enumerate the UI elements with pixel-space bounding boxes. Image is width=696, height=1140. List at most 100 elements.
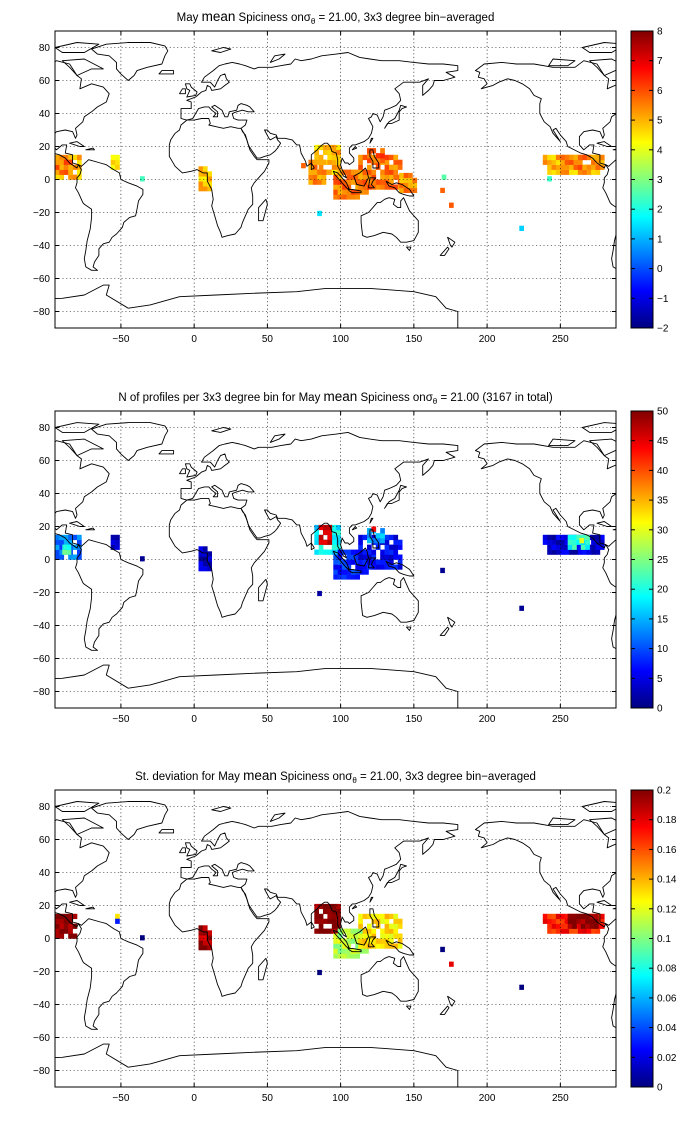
bin-cell <box>551 913 557 920</box>
bin-cell <box>323 539 328 545</box>
bin-cell <box>580 923 586 929</box>
bin-cell <box>551 534 557 541</box>
bin-cell <box>380 179 385 185</box>
bin-cell <box>110 159 116 165</box>
bin-cell <box>389 534 394 541</box>
bin-cell <box>198 176 204 182</box>
x-tick-label: 250 <box>552 714 569 725</box>
landmass-cuba-east <box>596 141 613 147</box>
bin-cell <box>72 534 78 541</box>
bin-cell <box>346 574 352 580</box>
bin-cell <box>403 187 409 193</box>
bin-cell <box>350 554 356 560</box>
bin-cell <box>449 202 454 208</box>
landmass-java <box>347 188 362 194</box>
bin-cell <box>346 549 352 555</box>
bin-cell <box>380 533 385 539</box>
x-tick-label: 0 <box>191 714 197 725</box>
bin-cell <box>327 913 333 920</box>
bin-cell <box>380 913 385 920</box>
bin-cell <box>59 913 65 920</box>
bin-cell <box>202 925 208 931</box>
bin-cell <box>371 179 377 185</box>
bin-cell <box>551 544 557 550</box>
bin-cell <box>62 544 67 550</box>
bin-cell <box>346 189 352 195</box>
bin-cell <box>555 913 561 920</box>
y-tick-label: 20 <box>39 522 51 533</box>
bin-cell <box>393 184 399 190</box>
bin-cell <box>380 148 385 154</box>
bin-cell <box>371 158 377 164</box>
bin-cell <box>542 534 548 541</box>
bin-cell <box>384 928 390 934</box>
bin-cell <box>312 169 318 175</box>
bin-cell <box>573 159 579 165</box>
bin-cell <box>321 179 327 185</box>
bin-cell <box>342 928 347 934</box>
bin-cell <box>72 154 78 161</box>
bin-cell <box>367 923 372 929</box>
bin-cell <box>595 544 601 550</box>
bin-cell <box>308 159 314 165</box>
bin-cell <box>367 148 372 154</box>
bin-cell <box>397 938 403 944</box>
y-tick-label: 40 <box>39 868 51 879</box>
landmass-south-america-east <box>602 539 616 650</box>
bin-cell <box>362 179 368 185</box>
bin-cell <box>380 554 385 560</box>
y-tick-label: −80 <box>33 1066 50 1077</box>
bin-cell <box>375 544 381 550</box>
bin-cell <box>599 159 605 165</box>
x-tick-label: −50 <box>112 334 129 345</box>
bin-cell <box>367 164 372 170</box>
bin-cell <box>327 534 333 541</box>
bin-cell <box>560 923 565 929</box>
bin-cell <box>355 948 360 954</box>
bin-cell <box>314 154 319 161</box>
bin-cell <box>318 164 324 170</box>
bin-cell <box>323 144 328 151</box>
bin-cell <box>384 174 390 180</box>
bin-cell <box>595 549 601 555</box>
bin-cell <box>573 169 579 175</box>
bin-cell <box>375 564 381 570</box>
bin-cell <box>577 544 583 550</box>
bin-cell <box>542 913 548 920</box>
bin-cell <box>449 961 454 967</box>
bin-cell <box>393 174 399 180</box>
bin-cell <box>358 154 363 161</box>
y-tick-label: 60 <box>39 835 51 846</box>
y-tick-label: −60 <box>33 274 50 285</box>
x-tick-label: 100 <box>332 714 349 725</box>
bin-cell <box>384 184 390 190</box>
bin-cell <box>358 938 363 944</box>
bin-cell <box>318 918 324 924</box>
landmass-eurasia <box>180 431 459 559</box>
bin-cell <box>551 928 557 934</box>
bin-cell <box>358 918 363 924</box>
bin-cell <box>371 554 377 560</box>
landmass-sumatra <box>332 929 350 949</box>
bin-cell <box>202 935 208 941</box>
landmass-svalbard <box>211 47 232 53</box>
colorbar-tick-label: 30 <box>657 525 669 536</box>
bin-cell <box>375 559 381 565</box>
bin-cell <box>358 933 363 939</box>
bin-cell <box>77 544 82 550</box>
bin-cell <box>585 913 590 920</box>
colorbar-tick-label: 0 <box>657 264 663 275</box>
bin-cell <box>399 187 404 193</box>
bin-cell <box>519 225 524 231</box>
bin-cell <box>367 174 372 180</box>
bin-cell <box>68 923 73 929</box>
bin-cell <box>375 538 381 544</box>
bin-cell <box>371 933 377 939</box>
bin-cell <box>198 945 204 951</box>
landmass-sri-lanka <box>310 162 315 171</box>
bin-cell <box>389 913 394 920</box>
bin-cell <box>55 174 60 180</box>
bin-cell <box>564 923 570 929</box>
bin-cell <box>572 534 577 541</box>
bin-cell <box>585 534 590 541</box>
